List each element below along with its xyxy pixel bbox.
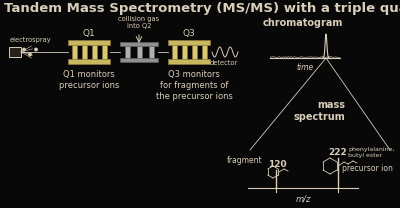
- Bar: [68, 59, 110, 64]
- Bar: [125, 46, 130, 58]
- Bar: [72, 45, 77, 59]
- Bar: [120, 58, 158, 62]
- Text: Q3: Q3: [183, 29, 195, 38]
- Text: phenylalanine,
butyl ester: phenylalanine, butyl ester: [348, 147, 394, 158]
- Text: collision gas
into Q2: collision gas into Q2: [118, 16, 160, 29]
- Bar: [82, 45, 87, 59]
- Text: Q1 monitors
precursor ions: Q1 monitors precursor ions: [59, 70, 119, 90]
- Bar: [168, 59, 210, 64]
- Text: mass
spectrum: mass spectrum: [293, 100, 345, 122]
- Text: detector: detector: [210, 60, 238, 66]
- Text: 222: 222: [329, 148, 347, 157]
- Text: m/z: m/z: [295, 195, 311, 204]
- Circle shape: [29, 53, 31, 56]
- Text: precursor ion: precursor ion: [342, 164, 393, 173]
- Bar: [172, 45, 177, 59]
- Bar: [9, 47, 21, 57]
- Bar: [102, 45, 107, 59]
- Text: 120: 120: [268, 160, 286, 169]
- Text: electrospray: electrospray: [10, 37, 52, 43]
- Bar: [182, 45, 187, 59]
- Text: Tandem Mass Spectrometry (MS/MS) with a triple quadrupole: Tandem Mass Spectrometry (MS/MS) with a …: [4, 2, 400, 15]
- Bar: [192, 45, 197, 59]
- Bar: [137, 46, 142, 58]
- Bar: [92, 45, 97, 59]
- Circle shape: [35, 48, 37, 51]
- Text: chromatogram: chromatogram: [263, 18, 343, 28]
- Bar: [68, 40, 110, 45]
- Bar: [120, 42, 158, 46]
- Bar: [149, 46, 154, 58]
- Text: Q1: Q1: [83, 29, 95, 38]
- Circle shape: [23, 48, 25, 51]
- Text: fragment: fragment: [226, 156, 262, 165]
- Text: time: time: [296, 63, 314, 72]
- Bar: [202, 45, 207, 59]
- Bar: [168, 40, 210, 45]
- Text: Q3 monitors
for fragments of
the precursor ions: Q3 monitors for fragments of the precurs…: [156, 70, 232, 101]
